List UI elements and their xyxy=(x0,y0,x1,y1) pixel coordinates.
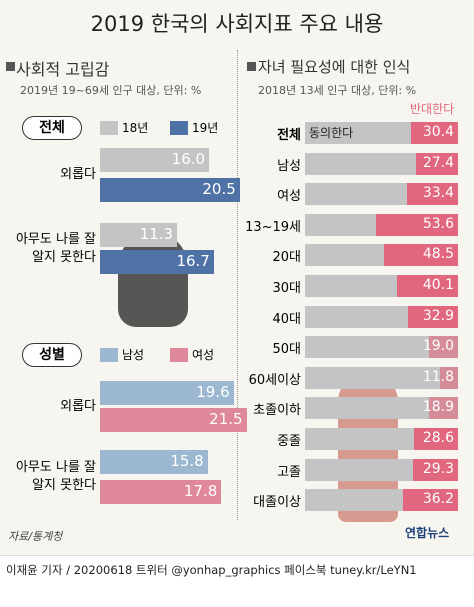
bar xyxy=(100,450,208,474)
bar xyxy=(100,223,178,247)
footer: 이재윤 기자 / 20200618 트위터 @yonhap_graphics 페… xyxy=(6,563,417,577)
group-label: 성별 xyxy=(22,343,82,367)
category-label: 중졸 xyxy=(277,434,301,449)
group-label: 전체 xyxy=(22,116,82,140)
legend-swatch xyxy=(100,348,118,362)
category-label: 외롭다 xyxy=(60,167,96,182)
value-label: 32.9 xyxy=(422,307,454,324)
value-label: 17.8 xyxy=(183,482,218,500)
track xyxy=(305,336,458,359)
category-label: 여성 xyxy=(277,189,301,205)
legend-label: 여성 xyxy=(192,348,215,362)
category-label: 아무도 나를 잘 알지 못한다 xyxy=(15,460,96,493)
bar xyxy=(100,480,222,504)
legend-label: 남성 xyxy=(122,348,145,362)
track xyxy=(305,397,458,420)
series-label: 동의한다 xyxy=(309,126,354,140)
footer-bar xyxy=(0,555,474,607)
title: 2019 한국의 사회지표 주요 내용 xyxy=(90,12,384,36)
bar xyxy=(428,336,458,359)
value-label: 53.6 xyxy=(422,215,454,232)
category-label: 초졸이하 xyxy=(253,403,301,419)
value-label: 27.4 xyxy=(422,154,454,171)
legend-label: 반대한다 xyxy=(410,102,455,116)
value-label: 28.6 xyxy=(422,430,454,446)
bar xyxy=(439,366,458,389)
divider xyxy=(237,50,238,520)
value-label: 21.5 xyxy=(209,410,243,428)
bar xyxy=(383,244,458,267)
value-label: 11.8 xyxy=(422,368,454,385)
value-label: 48.5 xyxy=(422,246,454,263)
bar xyxy=(416,152,458,175)
value-label: 16.0 xyxy=(171,150,206,168)
legend-swatch xyxy=(100,121,118,135)
value-label: 29.3 xyxy=(422,460,454,477)
value-label: 20.5 xyxy=(202,180,236,198)
category-label: 50대 xyxy=(272,342,301,358)
value-label: 11.3 xyxy=(139,225,174,243)
category-label: 외롭다 xyxy=(60,398,96,414)
bar xyxy=(100,408,247,432)
track xyxy=(305,366,458,389)
logo: 연합뉴스 xyxy=(405,526,450,540)
bar xyxy=(100,250,214,274)
figure xyxy=(118,232,188,327)
category-label: 남성 xyxy=(277,158,301,174)
square xyxy=(247,62,256,71)
bar xyxy=(100,148,210,172)
category-label: 30대 xyxy=(272,281,301,296)
legend-label: 18년 xyxy=(122,121,149,135)
category-label: 40대 xyxy=(272,311,301,327)
value-label: 19.0 xyxy=(422,338,454,355)
value-label: 16.7 xyxy=(176,252,210,270)
value-label: 40.1 xyxy=(422,277,454,293)
value-label: 36.2 xyxy=(422,491,454,508)
value-label: 18.9 xyxy=(422,399,454,416)
panel-title: 자녀 필요성에 대한 인식 xyxy=(258,58,411,76)
category-label: 13~19세 xyxy=(245,219,301,235)
source: 자료/통계청 xyxy=(8,530,63,543)
bar xyxy=(100,381,234,405)
value-label: 15.8 xyxy=(170,452,204,470)
bar xyxy=(375,213,458,236)
panel-title: 사회적 고립감 xyxy=(16,60,110,79)
legend-swatch xyxy=(170,121,188,135)
value-label: 33.4 xyxy=(422,185,454,202)
subtitle: 2019년 19~69세 인구 대상, 단위: % xyxy=(20,84,202,97)
bar xyxy=(411,122,458,144)
legend-swatch xyxy=(170,348,188,362)
bar xyxy=(406,183,458,206)
bar xyxy=(414,428,458,450)
legend-label: 19년 xyxy=(192,121,219,135)
bar xyxy=(413,458,458,481)
category-label: 고졸 xyxy=(277,464,301,480)
subtitle: 2018년 13세 인구 대상, 단위: % xyxy=(258,84,417,97)
value-label: 19.6 xyxy=(196,383,230,401)
category-label: 대졸이상 xyxy=(253,495,301,511)
category-label: 전체 xyxy=(277,128,301,143)
value-label: 30.4 xyxy=(422,124,454,140)
bar xyxy=(407,305,458,328)
bar xyxy=(429,397,458,420)
bar xyxy=(100,178,240,202)
category-label: 20대 xyxy=(272,250,301,266)
category-label: 60세이상 xyxy=(248,372,301,388)
category-label: 아무도 나를 잘 알지 못한다 xyxy=(15,231,96,265)
bar xyxy=(402,489,458,512)
bar xyxy=(396,275,458,297)
square xyxy=(6,62,15,71)
